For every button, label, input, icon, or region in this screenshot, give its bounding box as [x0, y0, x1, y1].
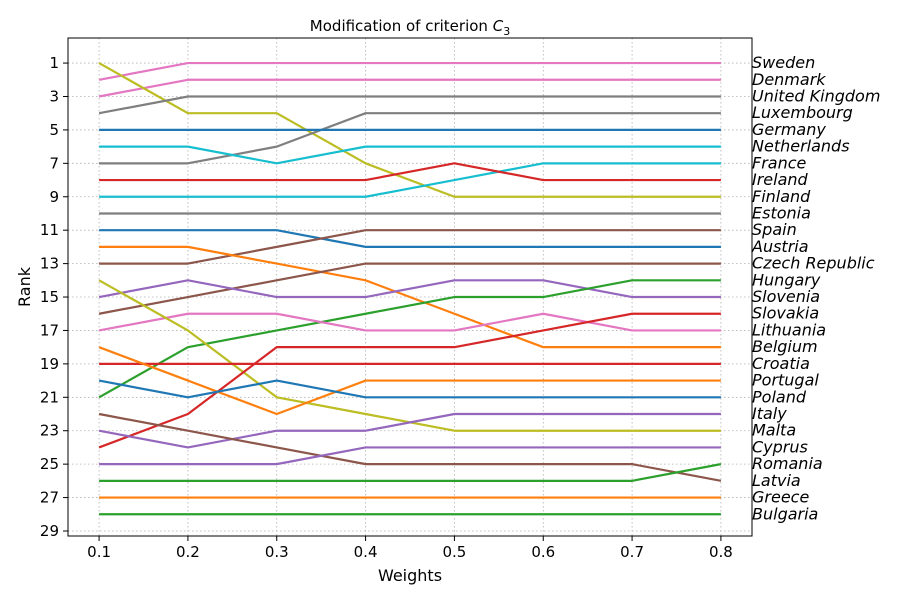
- country-label: Cyprus: [752, 437, 808, 456]
- country-label: Poland: [752, 387, 807, 406]
- country-label: Austria: [751, 237, 809, 256]
- y-tick-label: 23: [40, 422, 59, 440]
- y-tick-label: 11: [40, 221, 59, 239]
- country-label: Portugal: [752, 371, 819, 390]
- y-tick-label: 19: [40, 355, 59, 373]
- y-tick-label: 1: [49, 54, 59, 72]
- country-label: United Kingdom: [752, 86, 880, 105]
- y-tick-label: 3: [49, 87, 59, 105]
- y-tick-label: 7: [49, 154, 59, 172]
- country-label: Slovakia: [752, 304, 819, 323]
- country-label: Croatia: [752, 354, 810, 373]
- series-line: [99, 145, 721, 165]
- x-tick-label: 0.5: [442, 543, 466, 561]
- series-line: [98, 412, 722, 482]
- y-tick-label: 9: [49, 188, 59, 206]
- series-lines: [98, 61, 722, 516]
- series-line: [99, 446, 721, 466]
- series-line: [99, 162, 721, 198]
- y-tick-label: 27: [40, 489, 59, 507]
- x-tick-label: 0.8: [709, 543, 733, 561]
- series-line: [98, 312, 721, 449]
- series-line: [99, 229, 721, 248]
- y-tick-label: 29: [40, 522, 59, 540]
- series-line: [98, 346, 721, 416]
- series-line: [98, 62, 721, 198]
- series-line: [99, 162, 721, 182]
- chart-title: Modification of criterion C3: [310, 17, 510, 38]
- x-tick-label: 0.2: [176, 543, 200, 561]
- country-label: Belgium: [752, 337, 818, 356]
- x-axis-label: Weights: [378, 566, 442, 585]
- series-line: [98, 95, 721, 115]
- country-label: Ireland: [752, 170, 809, 189]
- x-tick-label: 0.7: [620, 543, 644, 561]
- series-line: [98, 312, 721, 332]
- country-label: Hungary: [752, 270, 821, 289]
- country-label: Spain: [752, 220, 797, 239]
- axis-ticks: 0.1 0.2 0.3 0.4 0.5 0.6 0.7 0.81357911131517192…: [40, 54, 733, 561]
- series-line: [98, 78, 721, 98]
- series-line: [98, 279, 721, 432]
- x-tick-label: 0.4: [354, 543, 378, 561]
- country-label: Netherlands: [752, 137, 850, 156]
- series-line: [98, 379, 721, 399]
- series-line: [99, 245, 721, 349]
- y-axis-label: Rank: [15, 266, 34, 307]
- grid: [68, 38, 752, 536]
- y-tick-label: 21: [40, 388, 59, 406]
- country-label: Malta: [752, 421, 796, 440]
- country-label: Bulgaria: [752, 504, 818, 523]
- country-label: Germany: [752, 120, 826, 139]
- series-line: [98, 279, 721, 299]
- y-tick-label: 25: [40, 455, 59, 473]
- country-label: Slovenia: [752, 287, 820, 306]
- x-tick-label: 0.3: [265, 543, 289, 561]
- y-tick-label: 17: [40, 321, 59, 339]
- y-tick-label: 15: [40, 288, 59, 306]
- country-label: Estonia: [752, 203, 811, 222]
- country-label: Sweden: [752, 53, 815, 72]
- country-label: France: [752, 153, 807, 172]
- series-line: [98, 412, 721, 449]
- country-label: Latvia: [752, 471, 801, 490]
- series-line: [98, 279, 721, 399]
- y-tick-label: 5: [49, 121, 59, 139]
- country-label: Luxembourg: [752, 103, 853, 122]
- series-line: [99, 112, 721, 165]
- series-line: [98, 262, 721, 315]
- country-label: Denmark: [752, 70, 826, 89]
- country-label: Lithuania: [752, 320, 826, 339]
- country-label: Greece: [752, 488, 809, 507]
- series-line: [99, 463, 722, 482]
- country-label: Finland: [752, 187, 811, 206]
- plot-frame: [67, 37, 753, 537]
- series-line: [99, 229, 721, 265]
- x-tick-label: 0.1: [87, 543, 111, 561]
- country-label: Italy: [752, 404, 787, 423]
- country-label: Romania: [752, 454, 823, 473]
- y-tick-label: 13: [40, 255, 59, 273]
- series-line: [98, 61, 721, 81]
- x-tick-label: 0.6: [531, 543, 555, 561]
- country-label: Czech Republic: [752, 254, 875, 273]
